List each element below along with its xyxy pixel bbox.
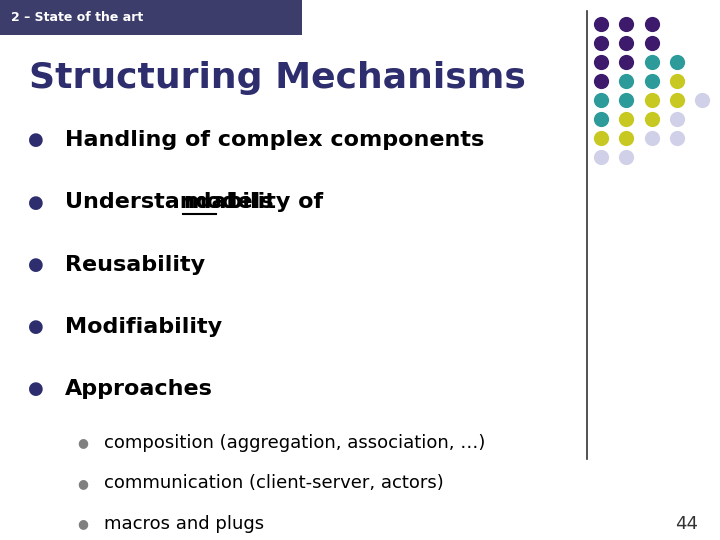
Text: composition (aggregation, association, …): composition (aggregation, association, ……	[104, 434, 486, 452]
Point	[621, 58, 632, 66]
Text: Handling of complex components: Handling of complex components	[65, 130, 484, 151]
Point	[646, 58, 657, 66]
Point	[646, 20, 657, 29]
Point	[671, 77, 683, 85]
Text: ●: ●	[28, 131, 44, 150]
Text: Approaches: Approaches	[65, 379, 212, 399]
Point	[621, 133, 632, 142]
Text: models: models	[183, 192, 273, 213]
Point	[621, 39, 632, 48]
Point	[595, 133, 607, 142]
Point	[621, 96, 632, 104]
Point	[671, 58, 683, 66]
Text: macros and plugs: macros and plugs	[104, 515, 264, 533]
Text: ●: ●	[77, 436, 89, 449]
Text: 2 – State of the art: 2 – State of the art	[11, 11, 143, 24]
Point	[595, 58, 607, 66]
Point	[671, 133, 683, 142]
Point	[646, 133, 657, 142]
Point	[595, 114, 607, 123]
Text: 44: 44	[675, 515, 698, 533]
Text: ●: ●	[28, 193, 44, 212]
Point	[671, 114, 683, 123]
Point	[595, 39, 607, 48]
Point	[621, 152, 632, 161]
Text: ●: ●	[28, 380, 44, 398]
Text: Reusability: Reusability	[65, 254, 205, 275]
Point	[646, 96, 657, 104]
Point	[621, 77, 632, 85]
Text: ●: ●	[77, 517, 89, 530]
Point	[595, 77, 607, 85]
Point	[621, 114, 632, 123]
Text: Modifiability: Modifiability	[65, 316, 222, 337]
FancyBboxPatch shape	[0, 0, 302, 35]
Point	[595, 20, 607, 29]
Point	[646, 114, 657, 123]
Point	[595, 152, 607, 161]
Text: ●: ●	[28, 318, 44, 336]
Point	[595, 96, 607, 104]
Point	[646, 39, 657, 48]
Point	[671, 96, 683, 104]
Text: Structuring Mechanisms: Structuring Mechanisms	[29, 62, 526, 95]
Point	[646, 77, 657, 85]
Text: communication (client-server, actors): communication (client-server, actors)	[104, 474, 444, 492]
Text: ●: ●	[77, 477, 89, 490]
Text: Understandability of: Understandability of	[65, 192, 330, 213]
Text: ●: ●	[28, 255, 44, 274]
Point	[621, 20, 632, 29]
Point	[696, 96, 708, 104]
